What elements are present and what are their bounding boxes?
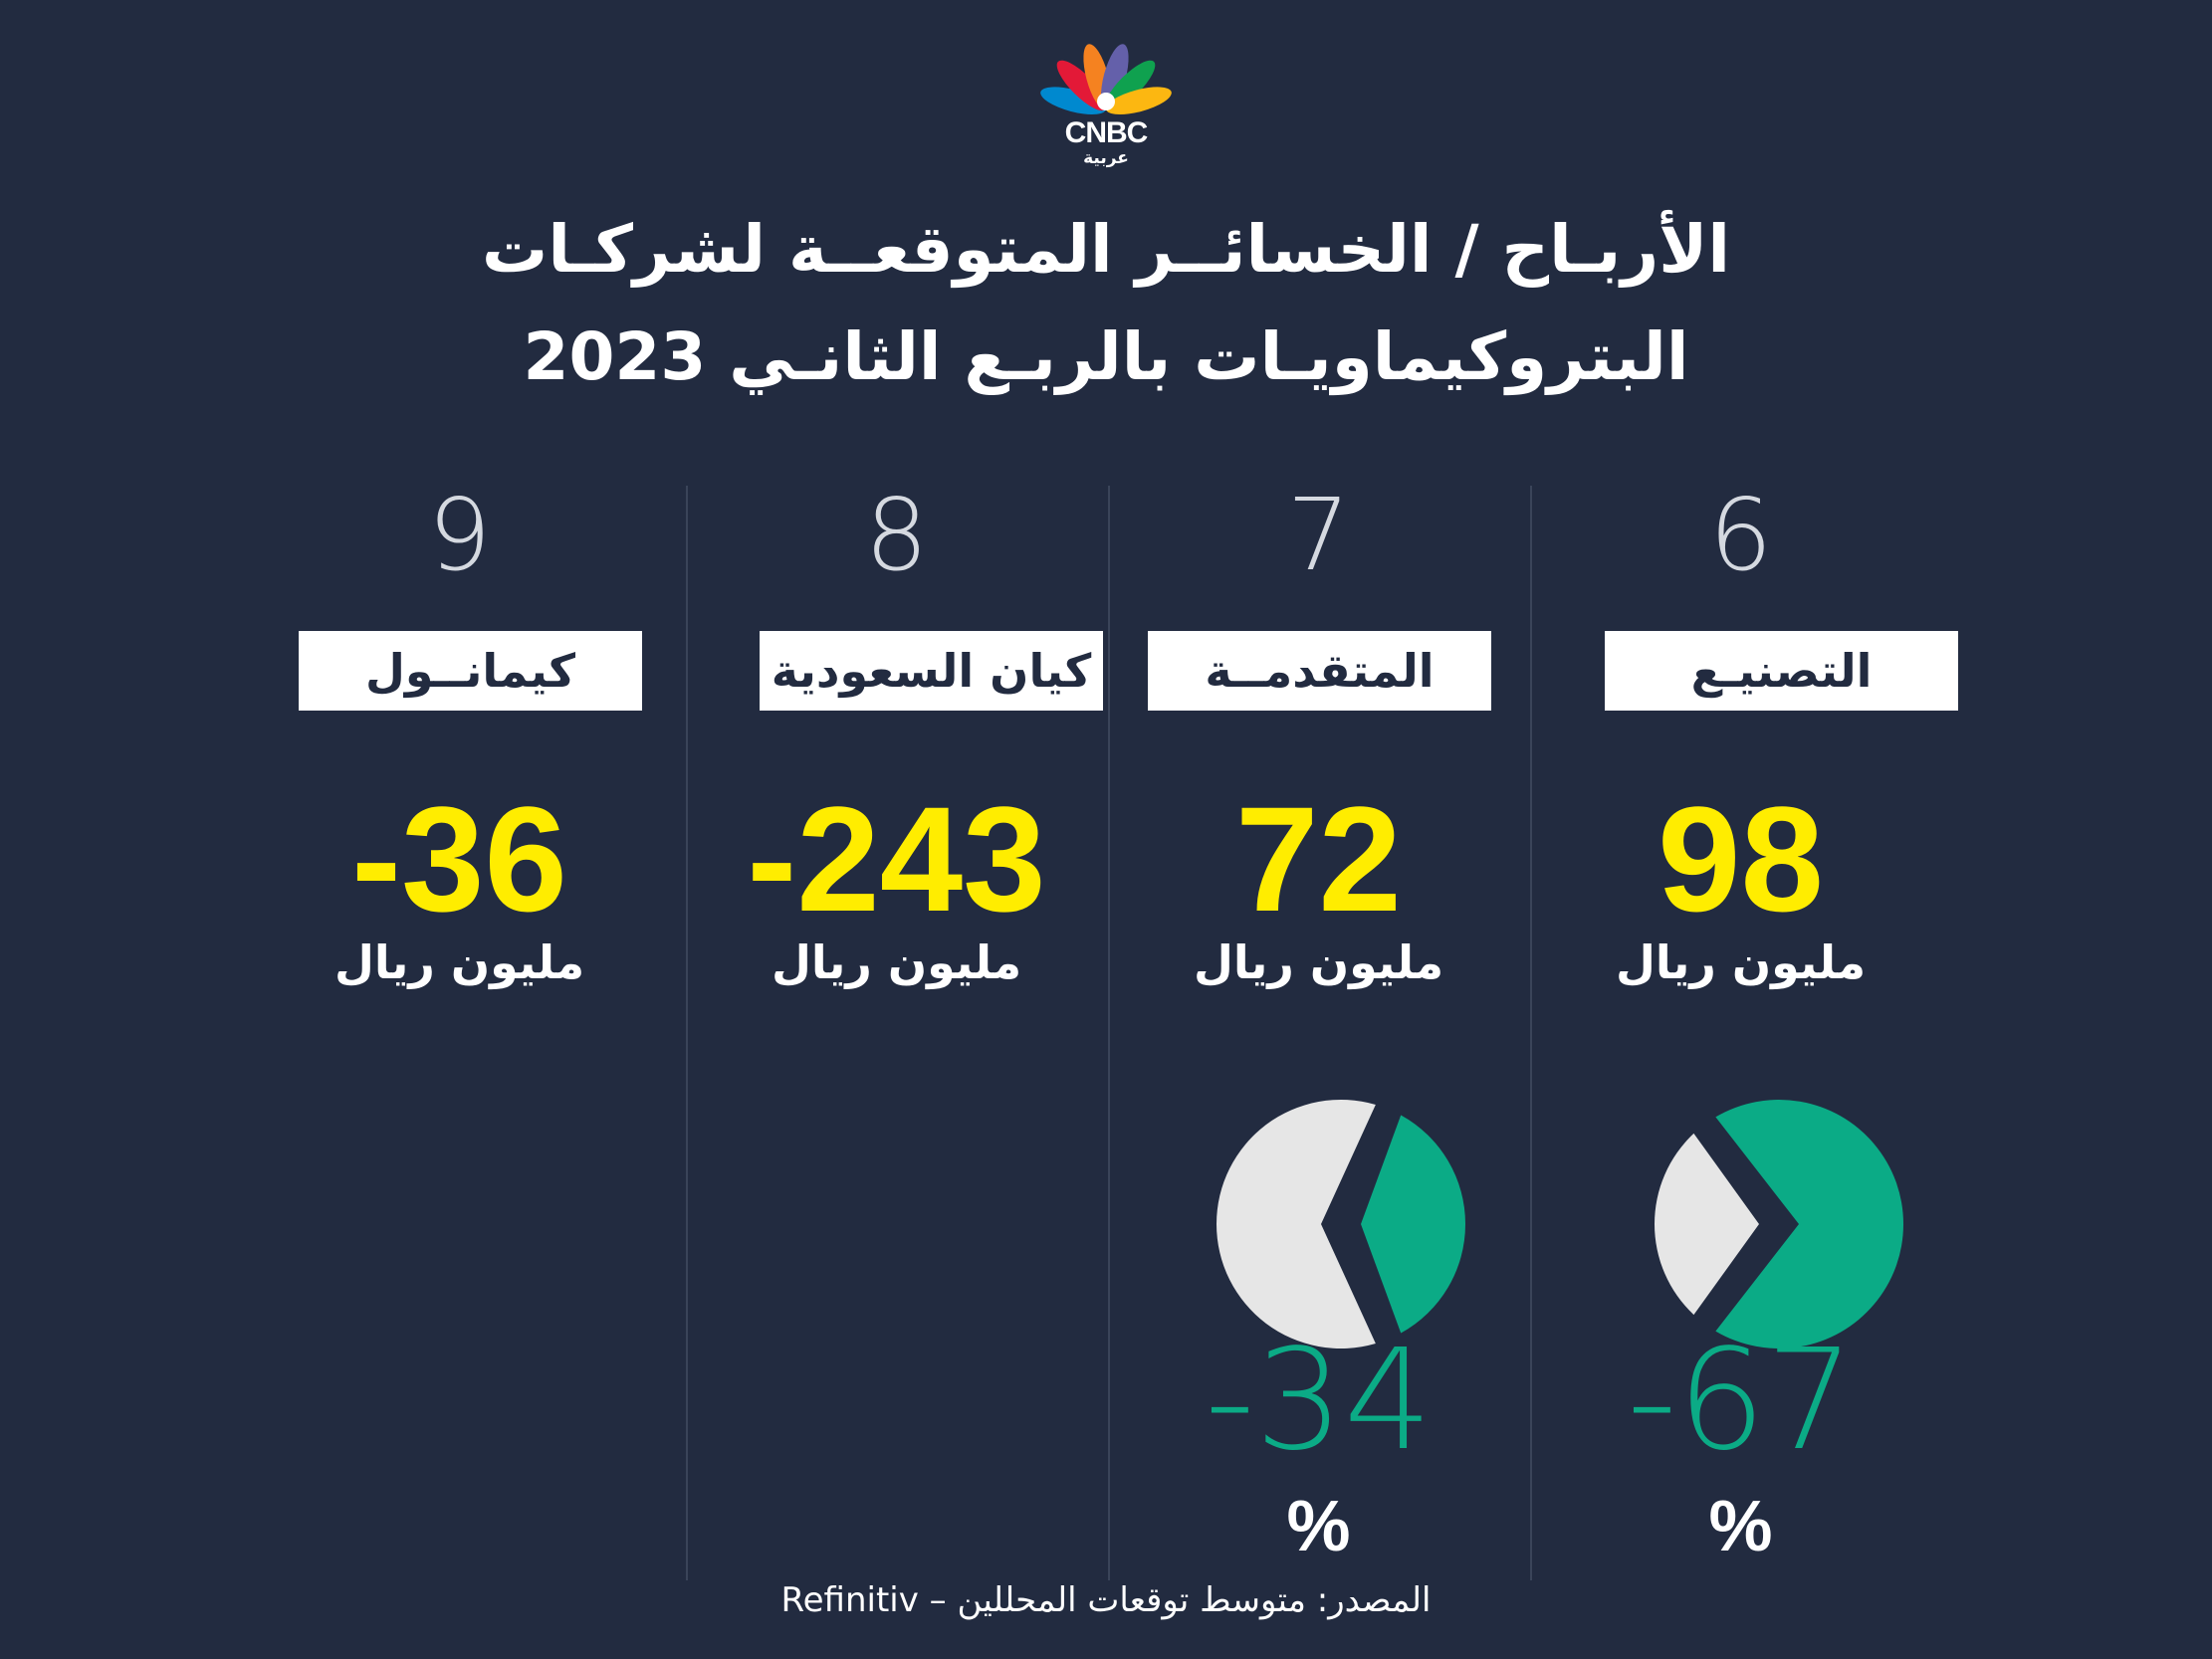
pie-slice-change xyxy=(1715,1100,1903,1348)
company-name-box: كيان السعودية xyxy=(760,631,1103,711)
expected-profit-value: 98 xyxy=(1658,775,1824,942)
company-column-tasnee: 6 التصنيـع 98 مليون ريال -67 % xyxy=(1530,0,1958,1659)
company-rank: 9 xyxy=(427,477,492,593)
value-unit: مليون ريال xyxy=(1615,935,1867,989)
change-pie-chart xyxy=(1217,1100,1465,1348)
company-name: التصنيـع xyxy=(1690,644,1873,698)
company-rank: 6 xyxy=(1708,477,1773,593)
peacock-icon xyxy=(1040,44,1172,114)
page-title-line-2: البتروكيماويـات بالربـع الثانـي 2023 xyxy=(523,318,1689,395)
company-rank: 7 xyxy=(1286,477,1351,593)
change-percent-value: -34 xyxy=(1205,1320,1433,1482)
percent-sign: % xyxy=(1286,1487,1351,1566)
column-divider xyxy=(1108,486,1110,1580)
column-divider xyxy=(1530,486,1532,1580)
page-title-line-1: الأربـاح / الخسائــر المتوقعــة لشركـات xyxy=(482,211,1730,288)
company-column-advanced: 7 المتقدمــة 72 مليون ريال -34 % xyxy=(1108,0,1529,1659)
pie-slice-change xyxy=(1361,1115,1465,1334)
company-name-box: كيمانــول xyxy=(299,631,642,711)
value-unit: مليون ريال xyxy=(771,935,1022,989)
percent-sign: % xyxy=(1708,1487,1773,1566)
company-name: كيان السعودية xyxy=(771,644,1092,698)
expected-profit-value: -36 xyxy=(351,775,567,942)
company-name: كيمانــول xyxy=(364,644,576,698)
change-pie-chart xyxy=(1655,1100,1903,1348)
change-percent-value: -67 xyxy=(1627,1320,1855,1482)
column-divider xyxy=(686,486,688,1580)
company-column-chemanol: 9 كيمانــول -36 مليون ريال xyxy=(249,0,670,1659)
company-name: المتقدمــة xyxy=(1205,644,1435,698)
logo-brand-text: CNBC xyxy=(1064,116,1149,149)
company-name-box: المتقدمــة xyxy=(1148,631,1491,711)
company-column-kayan: 8 كيان السعودية -243 مليون ريال xyxy=(686,0,1107,1659)
value-unit: مليون ريال xyxy=(333,935,585,989)
source-note: المصدر: متوسط توقعات المحللين – Refiniti… xyxy=(780,1580,1432,1620)
expected-profit-value: -243 xyxy=(747,775,1046,942)
expected-profit-value: 72 xyxy=(1235,775,1402,942)
logo-sub-text: عربية xyxy=(1083,148,1129,168)
pie-slice-remaining xyxy=(1655,1133,1759,1316)
cnbc-arabia-logo: CNBC عربية xyxy=(1036,38,1176,168)
pie-slice-remaining xyxy=(1217,1100,1376,1348)
value-unit: مليون ريال xyxy=(1193,935,1444,989)
company-rank: 8 xyxy=(864,477,929,593)
company-name-box: التصنيـع xyxy=(1605,631,1958,711)
